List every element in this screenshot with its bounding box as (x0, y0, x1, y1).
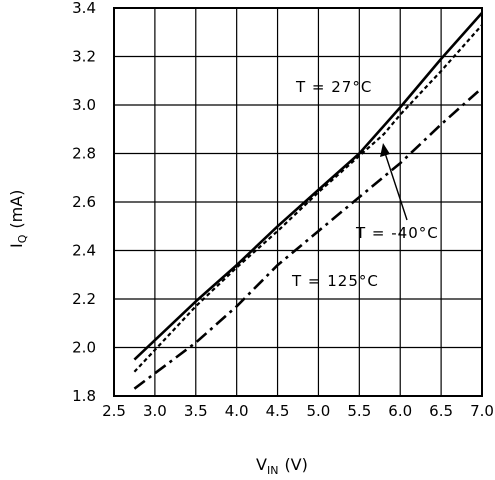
annotation-125c: T = 125°C (291, 272, 379, 290)
x-axis-label-main: V (256, 455, 267, 474)
plot-frame (113, 7, 483, 397)
y-axis-label-unit: (mA) (7, 190, 26, 229)
x-tick-label: 6.5 (429, 402, 453, 420)
y-tick-label: 3.4 (72, 0, 96, 17)
y-tick-label: 2.4 (72, 242, 96, 260)
y-axis-label-main: I (7, 243, 26, 248)
y-axis-label: IQ (mA) (7, 190, 29, 248)
y-tick-label: 2.8 (72, 145, 96, 163)
x-tick-labels: 2.5 3.0 3.5 4.0 4.5 5.0 5.5 6.0 6.5 7.0 (102, 402, 494, 420)
y-tick-label: 2.0 (72, 339, 96, 357)
x-axis-label-subscript: IN (267, 464, 278, 477)
annotation-arrow-head (380, 143, 390, 157)
x-tick-label: 5.0 (307, 402, 331, 420)
x-tick-label: 7.0 (470, 402, 494, 420)
series-group (133, 12, 483, 390)
x-tick-label: 3.5 (184, 402, 208, 420)
x-axis-label-unit: (V) (284, 455, 307, 474)
x-tick-label: 2.5 (102, 402, 126, 420)
y-tick-label: 2.2 (72, 290, 96, 308)
y-tick-label: 2.6 (72, 193, 96, 211)
y-tick-labels: 1.8 2.0 2.2 2.4 2.6 2.8 3.0 3.2 3.4 (72, 0, 96, 405)
x-tick-label: 4.0 (225, 402, 249, 420)
y-tick-label: 3.0 (72, 96, 96, 114)
y-axis-label-subscript: Q (16, 234, 29, 243)
x-tick-label: 4.5 (266, 402, 290, 420)
series-minus40c-line (133, 24, 483, 373)
annotation-minus40c: T = -40°C (355, 224, 439, 242)
y-tick-label: 1.8 (72, 387, 96, 405)
grid (113, 7, 483, 397)
x-tick-label: 6.0 (388, 402, 412, 420)
x-tick-label: 5.5 (347, 402, 371, 420)
x-tick-label: 3.0 (143, 402, 167, 420)
series-125c-line (133, 87, 483, 390)
x-axis-label: VIN (V) (256, 455, 308, 477)
series-27c-line (133, 12, 483, 361)
annotation-arrow-shaft (384, 152, 408, 221)
y-tick-label: 3.2 (72, 48, 96, 66)
annotation-27c: T = 27°C (295, 78, 372, 96)
